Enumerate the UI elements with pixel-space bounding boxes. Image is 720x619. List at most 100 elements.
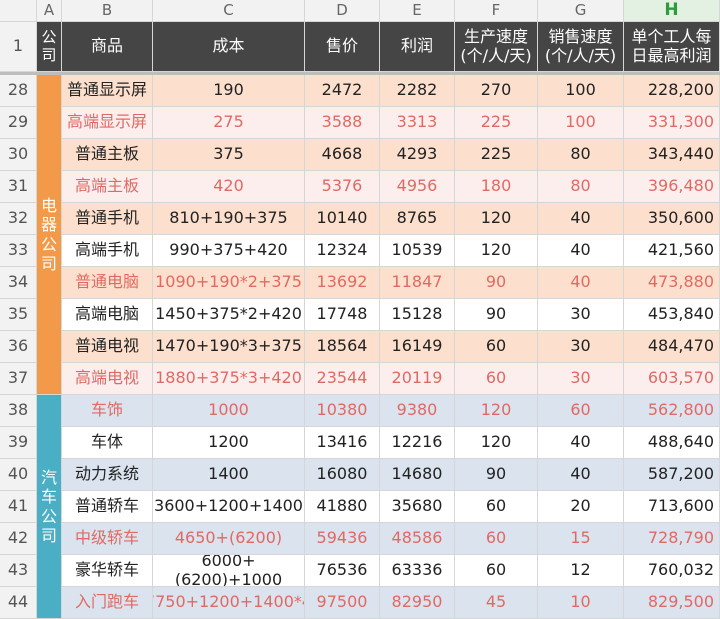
row-number: 30 [0,139,37,171]
cell: 728,790 [624,523,720,555]
cell: 375 [153,139,305,171]
freeze-line [0,72,720,75]
cell: 1400 [153,459,305,491]
cell: 484,470 [624,331,720,363]
column-letter: B [62,0,153,22]
cell: 3600+1200+1400 [153,491,305,523]
header-cell: 成本 [153,22,305,72]
cell: 587,200 [624,459,720,491]
cell: 488,640 [624,427,720,459]
row-number: 38 [0,395,37,427]
cell: 343,440 [624,139,720,171]
cell: 562,800 [624,395,720,427]
cell: 普通显示屏 [62,75,153,107]
cell: 10539 [380,235,455,267]
cell: 13692 [305,267,380,299]
column-letter: G [538,0,624,22]
cell: 6000+(6200)+1000 [153,555,305,587]
header-cell: 商品 [62,22,153,72]
cell: 40 [538,459,624,491]
cell: 60 [455,331,538,363]
cell: 4956 [380,171,455,203]
cell: 10 [538,587,624,619]
header-cell: 利润 [380,22,455,72]
cell: 90 [455,299,538,331]
cell: 120 [455,203,538,235]
cell: 40 [538,427,624,459]
cell: 120 [455,395,538,427]
cell: 990+375+420 [153,235,305,267]
cell: 23544 [305,363,380,395]
cell: 9380 [380,395,455,427]
column-letter: D [305,0,380,22]
cell: 275 [153,107,305,139]
cell: 40 [538,267,624,299]
cell: 97500 [305,587,380,619]
column-letter: H [624,0,720,22]
cell: 60 [455,555,538,587]
cell: 18564 [305,331,380,363]
cell: 80 [538,139,624,171]
header-cell: 销售速度 (个/人/天) [538,22,624,72]
cell: 豪华轿车 [62,555,153,587]
column-letter: E [380,0,455,22]
cell: 高端电视 [62,363,153,395]
cell: 10380 [305,395,380,427]
row-number: 34 [0,267,37,299]
cell: 331,300 [624,107,720,139]
cell: 120 [455,235,538,267]
cell: 普通主板 [62,139,153,171]
cell: 810+190+375 [153,203,305,235]
cell: 10140 [305,203,380,235]
cell: 高端主板 [62,171,153,203]
cell: 350,600 [624,203,720,235]
cell: 4650+(6200) [153,523,305,555]
cell: 13416 [305,427,380,459]
row-number: 28 [0,75,37,107]
row-number: 42 [0,523,37,555]
row-number: 39 [0,427,37,459]
header-cell: 公司 [37,22,62,72]
cell: 60 [455,523,538,555]
cell: 59436 [305,523,380,555]
row-number: 36 [0,331,37,363]
cell: 190 [153,75,305,107]
row-number: 33 [0,235,37,267]
cell: 12216 [380,427,455,459]
cell: 4668 [305,139,380,171]
cell: 40 [538,235,624,267]
cell: 100 [538,107,624,139]
header-cell: 售价 [305,22,380,72]
cell: 16080 [305,459,380,491]
cell: 40 [538,203,624,235]
cell: 76536 [305,555,380,587]
cell: 普通电视 [62,331,153,363]
cell: 30 [538,331,624,363]
cell: 90 [455,459,538,491]
column-letter: C [153,0,305,22]
cell: 高端电脑 [62,299,153,331]
cell: 453,840 [624,299,720,331]
cell: 2472 [305,75,380,107]
cell: 63336 [380,555,455,587]
row-number: 32 [0,203,37,235]
cell: 4293 [380,139,455,171]
cell: 车饰 [62,395,153,427]
cell: 48586 [380,523,455,555]
cell: 14680 [380,459,455,491]
cell: 1880+375*3+420 [153,363,305,395]
row-number: 29 [0,107,37,139]
cell: 1450+375*2+420 [153,299,305,331]
cell: 60 [455,491,538,523]
cell: 高端手机 [62,235,153,267]
row-number: 41 [0,491,37,523]
cell: 8765 [380,203,455,235]
column-letter: F [455,0,538,22]
cell: 60 [455,363,538,395]
row-number: 43 [0,555,37,587]
cell: 16149 [380,331,455,363]
cell: 473,880 [624,267,720,299]
cell: 180 [455,171,538,203]
group-label: 汽车公司 [37,395,62,619]
cell: 1090+190*2+375 [153,267,305,299]
